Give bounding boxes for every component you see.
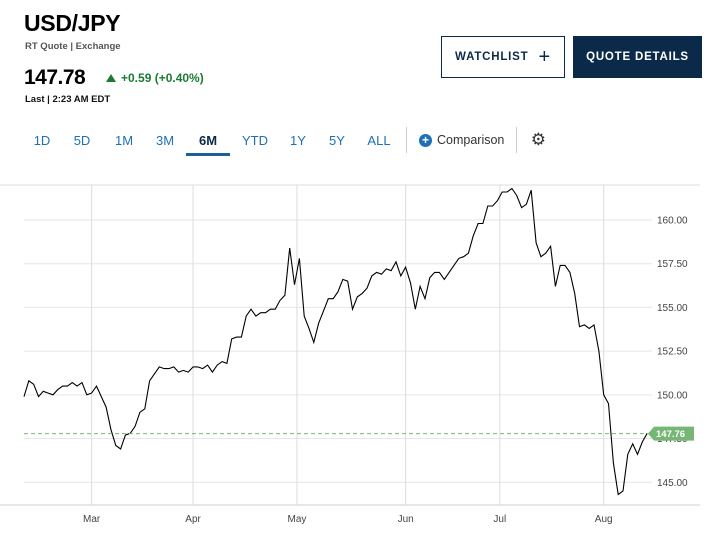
y-tick-label: 150.00	[657, 390, 688, 401]
tab-5d[interactable]: 5D	[73, 132, 91, 148]
current-price-tag: 147.76	[648, 426, 694, 441]
tab-ytd[interactable]: YTD	[242, 132, 268, 148]
price-change-text: +0.59 (+0.40%)	[121, 71, 204, 85]
price-change: +0.59 (+0.40%)	[106, 71, 204, 85]
y-tick-label: 152.50	[657, 347, 688, 358]
triangle-up-icon	[106, 74, 116, 82]
comparison-button[interactable]: + Comparison	[413, 124, 510, 156]
last-price: 147.78	[24, 66, 86, 89]
watchlist-button[interactable]: WATCHLIST +	[441, 36, 565, 78]
x-tick-label: Jun	[398, 514, 414, 525]
tab-divider	[516, 127, 518, 153]
y-tick-label: 145.00	[657, 478, 688, 489]
tab-1d[interactable]: 1D	[33, 132, 51, 148]
x-tick-label: Apr	[185, 514, 201, 525]
y-tick-label: 157.50	[657, 259, 688, 270]
tab-divider	[406, 127, 407, 153]
tab-1m[interactable]: 1M	[114, 132, 134, 148]
time-range-tabs: 1D 5D 1M 3M 6M YTD 1Y 5Y ALL + Compariso…	[24, 124, 553, 156]
x-tick-label: Mar	[83, 514, 101, 525]
price-tag-shape	[648, 426, 694, 441]
watchlist-label: WATCHLIST	[455, 51, 529, 63]
tab-6m[interactable]: 6M	[186, 124, 230, 156]
tab-3m[interactable]: 3M	[155, 132, 175, 148]
x-tick-label: Jul	[493, 514, 506, 525]
page-title: USD/JPY	[24, 10, 121, 36]
quote-source: RT Quote | Exchange	[25, 41, 121, 52]
gear-icon[interactable]: ⚙	[530, 130, 547, 149]
series-line	[23, 187, 648, 496]
quote-details-button[interactable]: QUOTE DETAILS	[573, 36, 702, 78]
tab-all[interactable]: ALL	[367, 132, 391, 148]
x-tick-label: Aug	[595, 514, 613, 525]
last-updated: Last | 2:23 AM EDT	[25, 94, 111, 105]
plus-circle-icon: +	[419, 133, 432, 147]
x-tick-label: May	[287, 514, 306, 525]
tab-1y[interactable]: 1Y	[290, 132, 306, 148]
price-tag-label: 147.76	[656, 429, 685, 440]
y-tick-label: 155.00	[657, 303, 688, 314]
plus-icon: +	[538, 46, 551, 68]
comparison-label: Comparison	[437, 133, 505, 147]
tab-5y[interactable]: 5Y	[329, 132, 345, 148]
y-tick-label: 160.00	[657, 215, 688, 226]
